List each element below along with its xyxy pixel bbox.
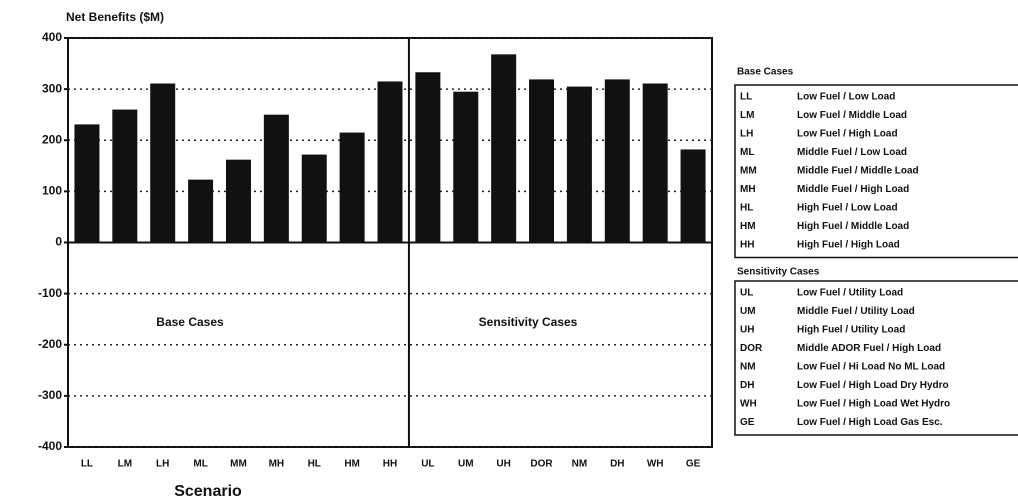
y-tick-label: -400 (38, 439, 62, 453)
legend-title: Sensitivity Cases (737, 267, 820, 278)
bar (642, 83, 668, 243)
legend-code: UM (740, 306, 756, 317)
bar (566, 86, 592, 243)
x-tick-label: HH (383, 459, 397, 470)
x-tick-label: DH (610, 459, 624, 470)
y-tick-label: 200 (42, 132, 62, 146)
legend-code: MM (740, 166, 757, 177)
legend-code: UL (740, 288, 753, 299)
legend-code: HL (740, 203, 753, 214)
bar (188, 179, 214, 243)
bar (529, 79, 555, 243)
x-tick-label: UH (496, 459, 510, 470)
legend-code: HM (740, 221, 756, 232)
legend-code: LL (740, 92, 752, 103)
x-tick-label: ML (193, 459, 207, 470)
legend-label: High Fuel / Utility Load (797, 325, 905, 336)
legend-title: Base Cases (737, 67, 794, 78)
legend-code: MH (740, 184, 756, 195)
bar (453, 91, 479, 243)
legend-code: LH (740, 129, 753, 140)
legend-code: GE (740, 417, 755, 428)
legend-label: High Fuel / High Load (797, 240, 900, 251)
legend-box (734, 84, 1018, 259)
x-tick-label: UM (458, 459, 474, 470)
y-tick-label: 400 (42, 30, 62, 44)
x-tick-label: HM (344, 459, 360, 470)
legend-code: UH (740, 325, 754, 336)
legend-label: Low Fuel / Middle Load (797, 110, 907, 121)
legend-label: Middle Fuel / Middle Load (797, 166, 919, 177)
legend-label: High Fuel / Middle Load (797, 221, 909, 232)
x-tick-label: MM (230, 459, 247, 470)
y-tick-label: -100 (38, 286, 62, 300)
legend-label: Low Fuel / High Load Wet Hydro (797, 399, 950, 410)
bar (680, 149, 706, 243)
bar (377, 81, 403, 243)
bar (301, 154, 327, 243)
bar (339, 132, 365, 243)
legend-code: DH (740, 380, 754, 391)
bar (225, 159, 251, 243)
y-tick-label: 300 (42, 81, 62, 95)
bar (491, 54, 517, 243)
chart-title: Net Benefits ($M) (66, 10, 164, 24)
legend-code: WH (740, 399, 757, 410)
x-tick-label: LL (81, 459, 93, 470)
legend-label: Low Fuel / Low Load (797, 92, 895, 103)
legend-label: Middle Fuel / Utility Load (797, 306, 915, 317)
legend-code: HH (740, 240, 754, 251)
x-tick-label: DOR (530, 459, 553, 470)
bar (74, 124, 100, 243)
bar (150, 83, 176, 243)
x-tick-label: WH (647, 459, 664, 470)
legend-label: Middle ADOR Fuel / High Load (797, 343, 941, 354)
legend-code: LM (740, 110, 754, 121)
x-tick-label: LH (156, 459, 169, 470)
x-tick-label: NM (572, 459, 588, 470)
x-axis-label: Scenario (174, 483, 242, 500)
legend-code: ML (740, 147, 754, 158)
legend-code: DOR (740, 343, 763, 354)
legend-label: Low Fuel / Hi Load No ML Load (797, 362, 945, 373)
y-tick-label: 0 (55, 235, 62, 249)
legend-label: Low Fuel / Utility Load (797, 288, 903, 299)
annotation: Sensitivity Cases (479, 315, 578, 329)
bar (112, 109, 138, 243)
legend-label: Middle Fuel / High Load (797, 184, 909, 195)
bar (263, 114, 289, 243)
x-tick-label: GE (686, 459, 701, 470)
x-tick-label: UL (421, 459, 434, 470)
legend-label: Low Fuel / High Load Gas Esc. (797, 417, 943, 428)
x-tick-label: MH (269, 459, 285, 470)
annotation: Base Cases (156, 315, 224, 329)
legend-label: Low Fuel / High Load Dry Hydro (797, 380, 949, 391)
x-tick-label: HL (308, 459, 321, 470)
y-tick-label: 100 (42, 184, 62, 198)
legend-label: Low Fuel / High Load (797, 129, 898, 140)
bar (604, 79, 630, 243)
bar (415, 72, 441, 243)
legend-code: NM (740, 362, 756, 373)
legend-box (734, 280, 1018, 436)
legend-label: Middle Fuel / Low Load (797, 147, 907, 158)
y-tick-label: -300 (38, 388, 62, 402)
legend-label: High Fuel / Low Load (797, 203, 898, 214)
y-tick-label: -200 (38, 337, 62, 351)
x-tick-label: LM (118, 459, 132, 470)
